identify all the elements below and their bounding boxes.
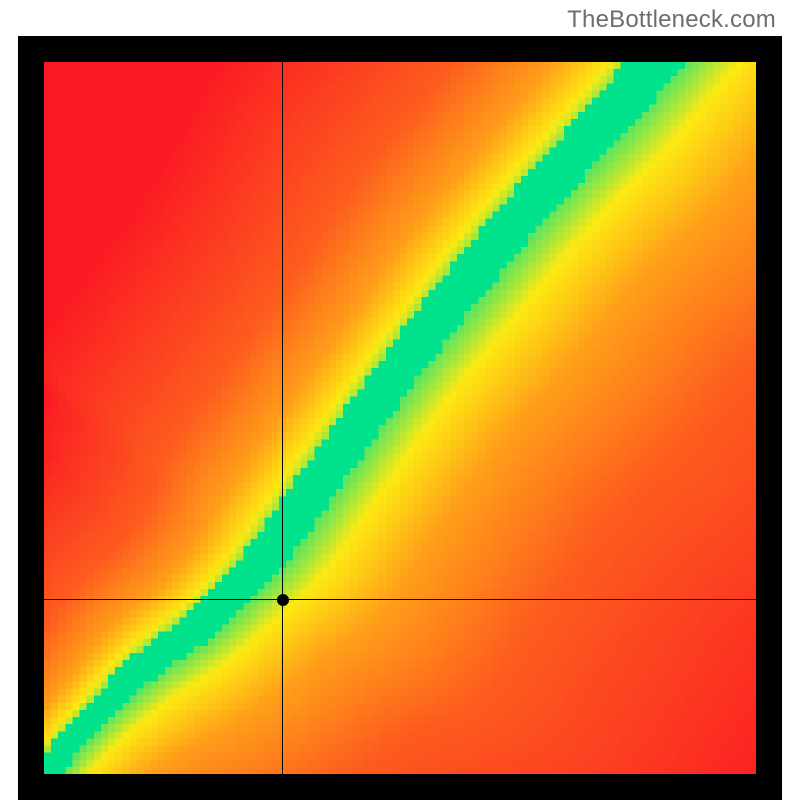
plot-black-frame [18, 36, 782, 800]
plot-area [44, 62, 756, 774]
watermark-text: TheBottleneck.com [567, 6, 776, 34]
crosshair-vertical [282, 62, 283, 774]
chart-container: TheBottleneck.com [0, 0, 800, 800]
marker-dot [277, 594, 289, 606]
crosshair-horizontal [44, 599, 756, 600]
heatmap-canvas [44, 62, 756, 774]
